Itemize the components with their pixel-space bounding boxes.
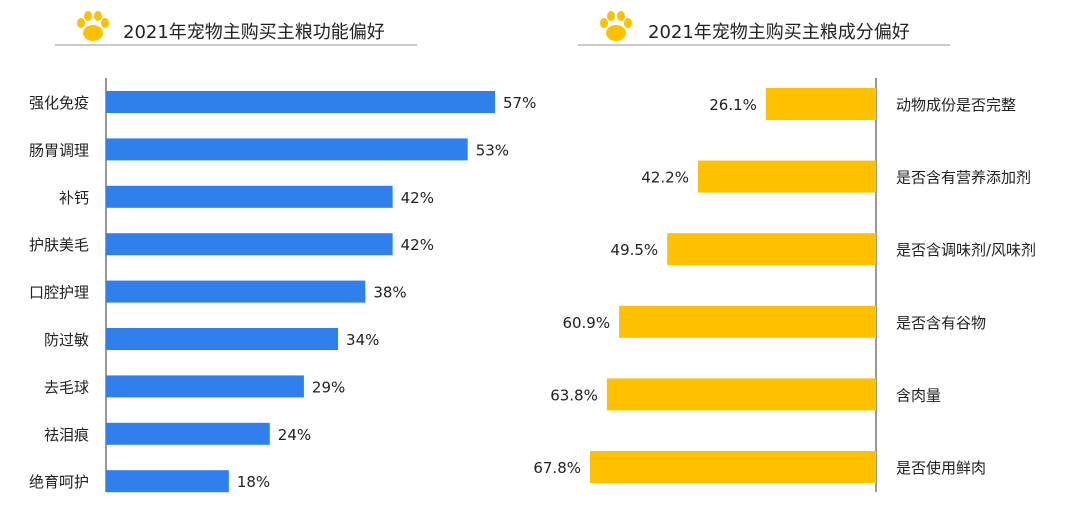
- bar: [106, 233, 393, 256]
- value-label: 24%: [278, 426, 311, 444]
- bar: [106, 375, 304, 398]
- value-label: 49.5%: [611, 241, 659, 259]
- bar: [619, 305, 876, 338]
- category-label: 肠胃调理: [29, 141, 89, 159]
- value-label: 57%: [503, 94, 536, 112]
- category-label: 含肉量: [896, 386, 941, 404]
- paw-icon: [77, 11, 109, 41]
- right-panel-header: 2021年宠物主购买主粮成分偏好: [578, 8, 950, 46]
- bar: [106, 280, 366, 303]
- bar: [667, 233, 876, 266]
- left-title-underline: [55, 44, 417, 46]
- value-label: 67.8%: [533, 459, 581, 477]
- value-label: 26.1%: [709, 96, 757, 114]
- right-chart-title: 2021年宠物主购买主粮成分偏好: [648, 22, 910, 43]
- value-label: 53%: [476, 141, 509, 159]
- left-panel-header: 2021年宠物主购买主粮功能偏好: [55, 8, 417, 46]
- value-label: 18%: [237, 473, 270, 491]
- value-label: 29%: [312, 378, 345, 396]
- bar: [590, 451, 876, 483]
- category-label: 口腔护理: [29, 284, 89, 302]
- category-label: 是否含调味剂/风味剂: [896, 241, 1036, 259]
- value-label: 60.9%: [562, 314, 610, 332]
- category-label: 是否使用鲜肉: [896, 459, 986, 477]
- bar: [106, 470, 229, 493]
- paw-icon: [600, 11, 632, 41]
- category-label: 强化免疫: [29, 94, 89, 112]
- bar: [106, 91, 495, 113]
- bar: [106, 328, 339, 350]
- value-label: 63.8%: [550, 386, 598, 404]
- value-label: 34%: [346, 331, 379, 349]
- right-title-underline: [578, 44, 950, 46]
- value-label: 42.2%: [641, 169, 689, 187]
- category-label: 是否含有营养添加剂: [896, 169, 1031, 187]
- category-label: 是否含有谷物: [896, 314, 986, 332]
- bar: [106, 422, 270, 445]
- bar: [106, 138, 468, 161]
- left-chart-title: 2021年宠物主购买主粮功能偏好: [123, 22, 385, 43]
- bar: [106, 185, 393, 208]
- category-label: 动物成份是否完整: [896, 96, 1016, 114]
- value-label: 38%: [373, 284, 406, 302]
- category-label: 绝育呵护: [29, 473, 89, 491]
- category-label: 护肤美毛: [29, 236, 89, 254]
- category-label: 补钙: [59, 189, 89, 207]
- category-label: 防过敏: [44, 331, 89, 349]
- category-label: 去毛球: [44, 378, 89, 396]
- bar: [697, 160, 876, 193]
- bar: [765, 88, 876, 120]
- bar: [606, 378, 876, 411]
- value-label: 42%: [401, 189, 434, 207]
- category-label: 祛泪痕: [44, 426, 89, 444]
- value-label: 42%: [401, 236, 434, 254]
